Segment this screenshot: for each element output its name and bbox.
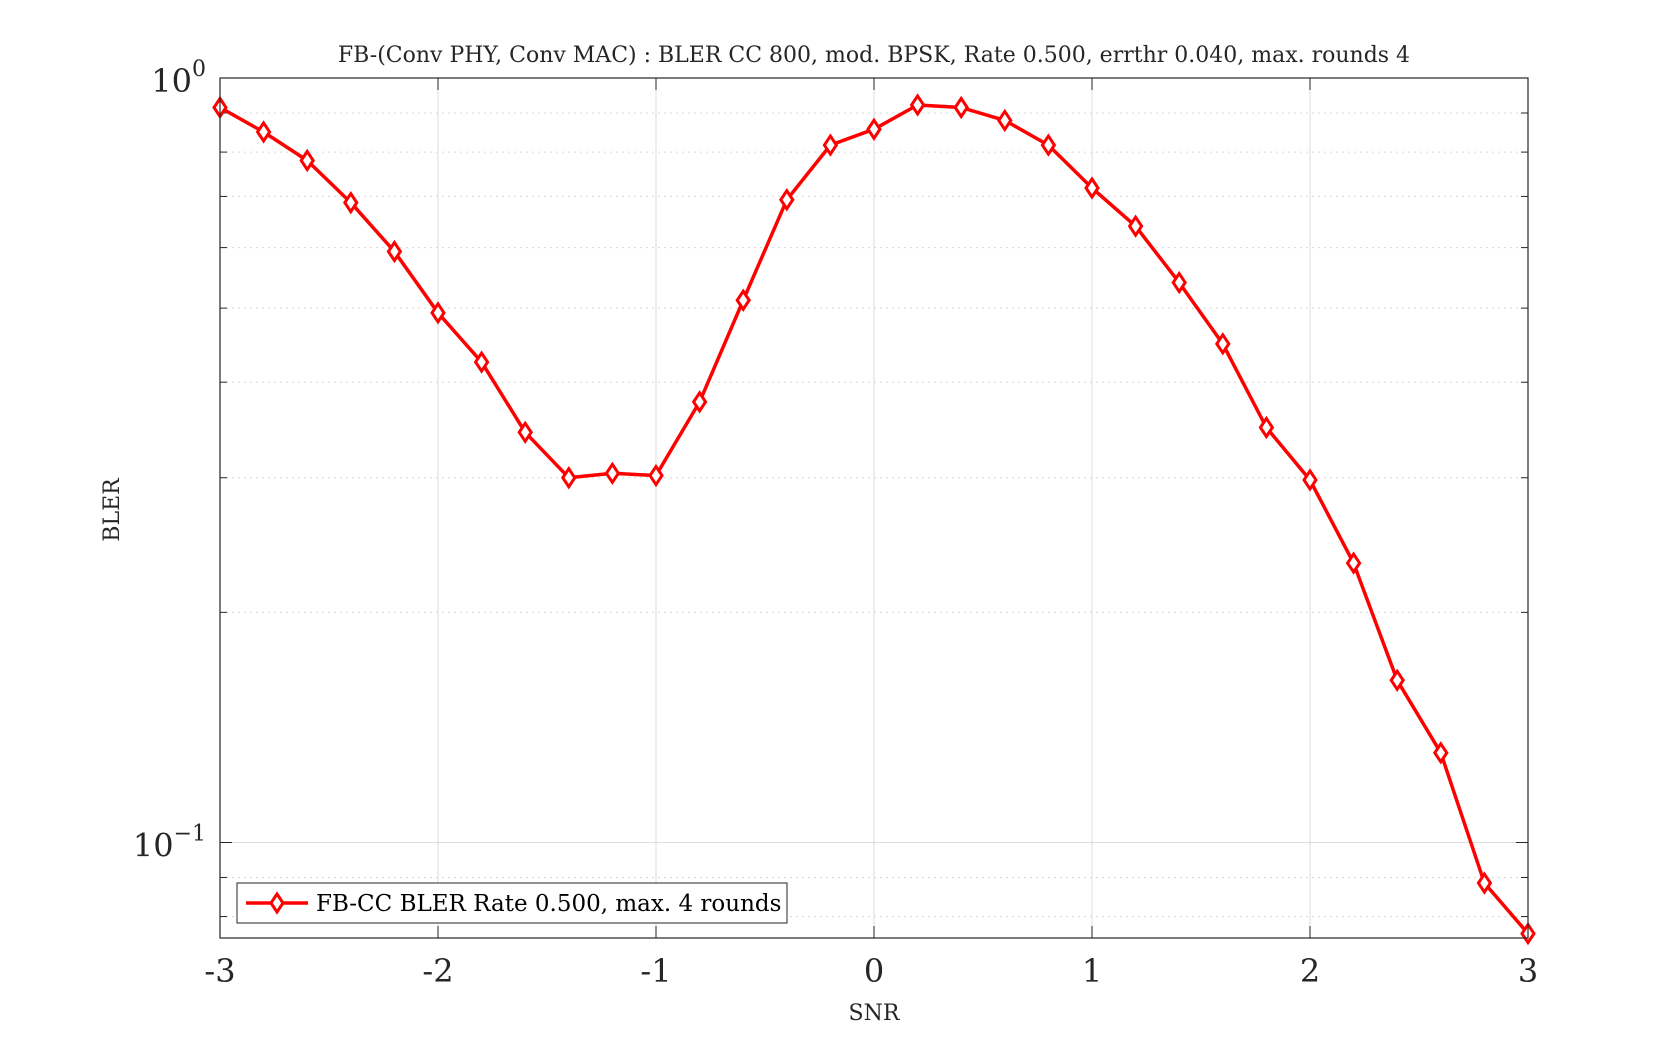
data-point-diamond <box>604 461 621 486</box>
x-tick-label: -3 <box>204 952 235 990</box>
data-point-diamond <box>473 350 490 374</box>
legend-box <box>236 882 788 924</box>
y-tick-base: 10 <box>133 826 174 864</box>
y-tick-exponent: −1 <box>174 821 206 846</box>
data-point-diamond <box>430 301 446 325</box>
x-tick-label: 3 <box>1518 952 1538 990</box>
data-point-diamond <box>1127 214 1144 238</box>
axis-ticks <box>219 77 1529 938</box>
data-point-diamond <box>1084 176 1100 200</box>
data-point-diamond <box>1476 871 1493 895</box>
data-point-diamond <box>560 466 577 490</box>
data-point-diamond <box>342 190 359 215</box>
data-point-diamond <box>1171 270 1188 295</box>
data-point-diamond <box>517 420 534 444</box>
data-point-diamond <box>1389 668 1406 692</box>
x-tick-label: 2 <box>1300 952 1320 990</box>
x-tick-label: 0 <box>864 952 884 990</box>
data-point-diamond <box>1258 415 1275 440</box>
data-point-diamond <box>778 188 795 212</box>
y-axis-label: BLER <box>100 477 125 542</box>
chart-title: FB-(Conv PHY, Conv MAC) : BLER CC 800, m… <box>338 43 1410 68</box>
data-point-diamond <box>996 108 1013 133</box>
legend[interactable]: FB-CC BLER Rate 0.500, max. 4 rounds <box>236 882 788 924</box>
legend-label: FB-CC BLER Rate 0.500, max. 4 rounds <box>316 891 781 917</box>
x-tick-label: 1 <box>1082 952 1102 990</box>
y-tick-exponent: 0 <box>192 57 206 82</box>
data-point-diamond <box>386 239 403 264</box>
x-tick-label: -1 <box>640 952 671 990</box>
data-point-diamond <box>735 288 752 312</box>
y-tick-label: 10−1 <box>133 821 206 864</box>
data-point-diamond <box>1345 551 1362 575</box>
data-point-diamond <box>1432 741 1449 765</box>
y-tick-label: 100 <box>151 57 206 100</box>
data-point-diamond <box>648 463 664 488</box>
data-point-diamond <box>1214 332 1231 356</box>
y-tick-base: 10 <box>151 62 192 100</box>
x-axis-label: SNR <box>849 1001 901 1026</box>
data-point-diamond <box>1302 468 1318 492</box>
data-point-diamond <box>909 93 926 117</box>
data-point-diamond <box>953 95 970 120</box>
data-point-diamond <box>255 120 272 144</box>
data-point-diamond <box>299 148 316 173</box>
plot-area-border <box>219 77 1529 939</box>
legend-marker-diamond-icon <box>269 891 285 915</box>
x-tick-labels: -3 -2 -1 0 1 2 3 <box>204 952 1538 990</box>
data-point-diamond <box>1040 133 1057 157</box>
data-point-diamond <box>691 390 708 414</box>
data-point-diamond <box>866 117 882 141</box>
x-tick-label: -2 <box>422 952 453 990</box>
data-series <box>212 93 1536 946</box>
data-point-diamond <box>822 133 839 157</box>
